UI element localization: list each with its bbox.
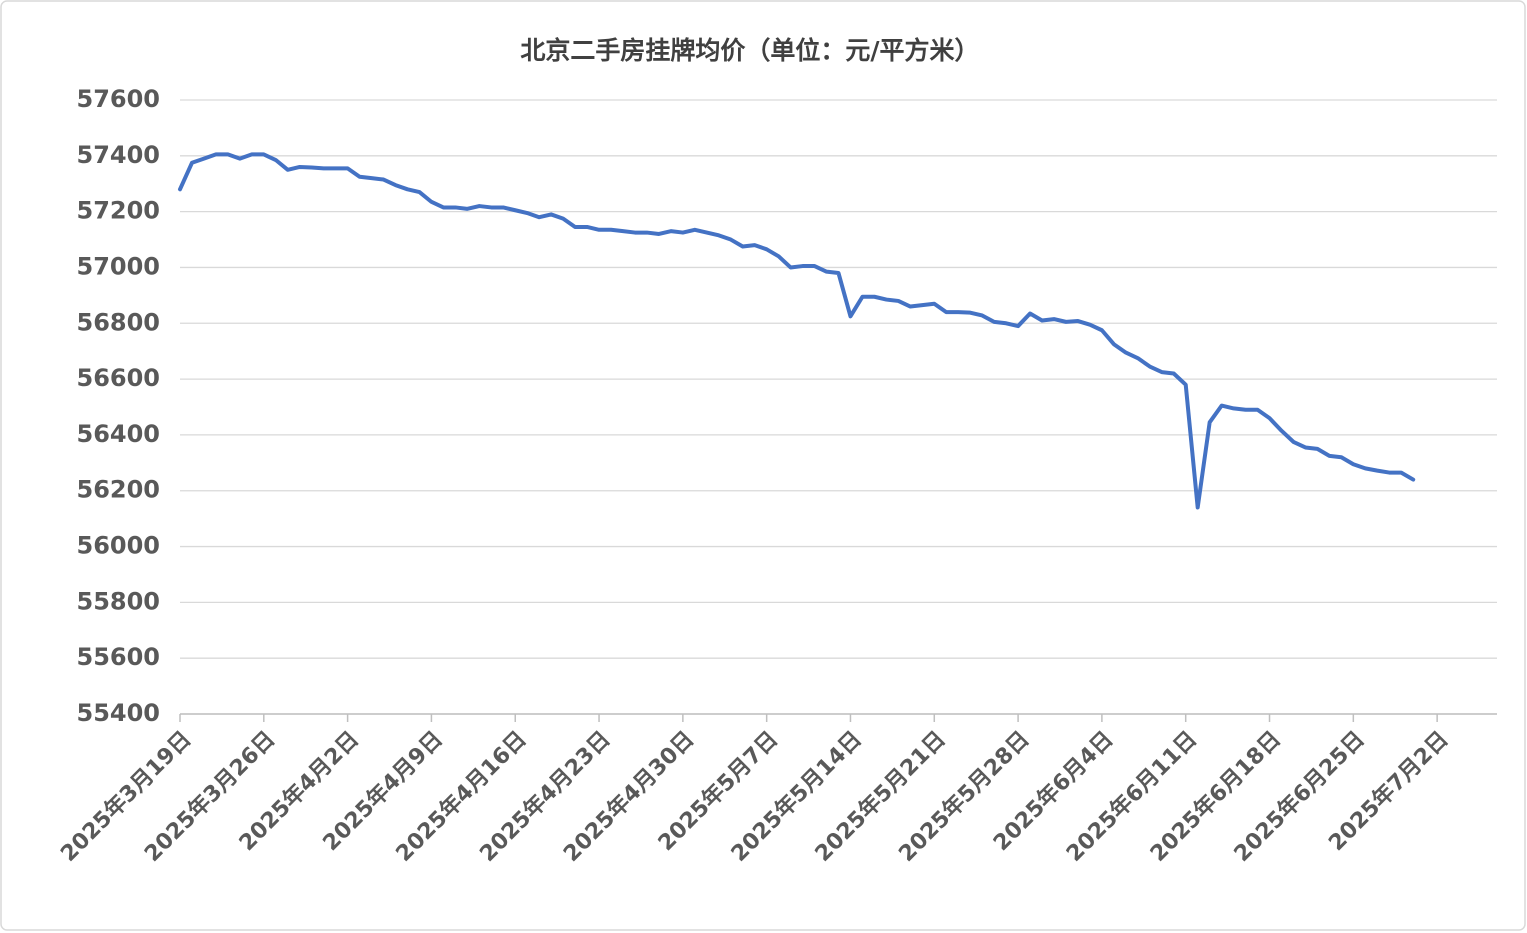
y-tick-label: 55400 (77, 699, 161, 727)
y-tick-label: 56800 (77, 308, 161, 336)
y-tick-label: 57600 (77, 85, 161, 113)
chart-title: 北京二手房挂牌均价（单位：元/平方米） (520, 36, 979, 65)
line-series (178, 152, 1416, 510)
y-tick-label: 57400 (77, 141, 161, 169)
y-tick-label: 56400 (77, 420, 161, 448)
y-tick-label: 55800 (77, 587, 161, 615)
y-tick-label: 57200 (77, 197, 161, 225)
y-tick-label: 55600 (77, 643, 161, 671)
y-tick-label: 56200 (77, 476, 161, 504)
y-tick-label: 57000 (77, 252, 161, 280)
y-tick-label: 56000 (77, 532, 161, 560)
y-tick-label: 56600 (77, 364, 161, 392)
